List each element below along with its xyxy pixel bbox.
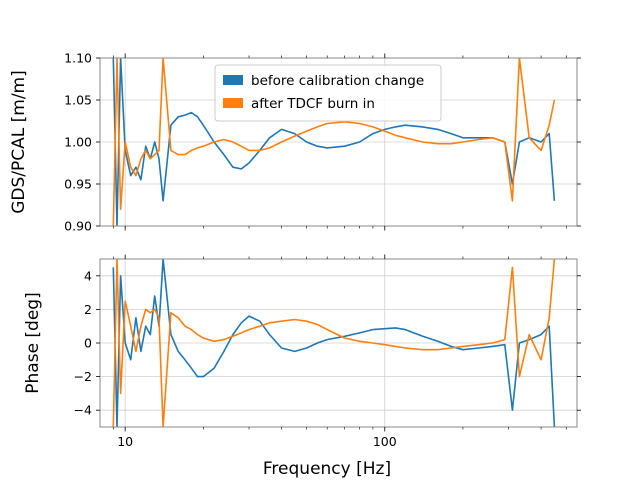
y-tick-label: −4 (74, 403, 92, 418)
legend-swatch (223, 75, 243, 85)
x-axis-label: Frequency [Hz] (263, 459, 391, 479)
legend-box (214, 64, 442, 122)
series-before-line (112, 259, 556, 427)
y-tick-label: 1.05 (64, 93, 92, 108)
y-tick-label: 2 (84, 302, 92, 317)
x-tick-label: 10 (117, 434, 133, 449)
y-tick-label: 0.90 (64, 219, 92, 234)
legend-entry-label: after TDCF burn in (251, 96, 375, 112)
legend: before calibration change after TDCF burn… (214, 64, 442, 122)
legend-swatch (223, 98, 243, 108)
y-tick-label: 0 (84, 336, 92, 351)
y-tick-label: −2 (74, 369, 92, 384)
x-tick-label: 100 (373, 434, 397, 449)
y-tick-label: 4 (84, 268, 92, 283)
series-after-line (112, 259, 556, 427)
phase-panel: −4 −2 0 2 4 10 100 Phase [deg] (23, 254, 581, 449)
series-after-line (112, 58, 556, 226)
y-tick-label: 1.10 (64, 51, 92, 66)
y-axis-label: GDS/PCAL [m/m] (9, 70, 29, 214)
magnitude-panel: 0.90 0.95 1.00 1.05 1.10 GDS/PCAL [m/m] (9, 51, 581, 234)
y-axis-label: Phase [deg] (23, 292, 43, 393)
grid (100, 259, 577, 427)
y-tick-label: 0.95 (64, 177, 92, 192)
legend-entry-label: before calibration change (251, 73, 424, 89)
y-tick-label: 1.00 (64, 135, 92, 150)
